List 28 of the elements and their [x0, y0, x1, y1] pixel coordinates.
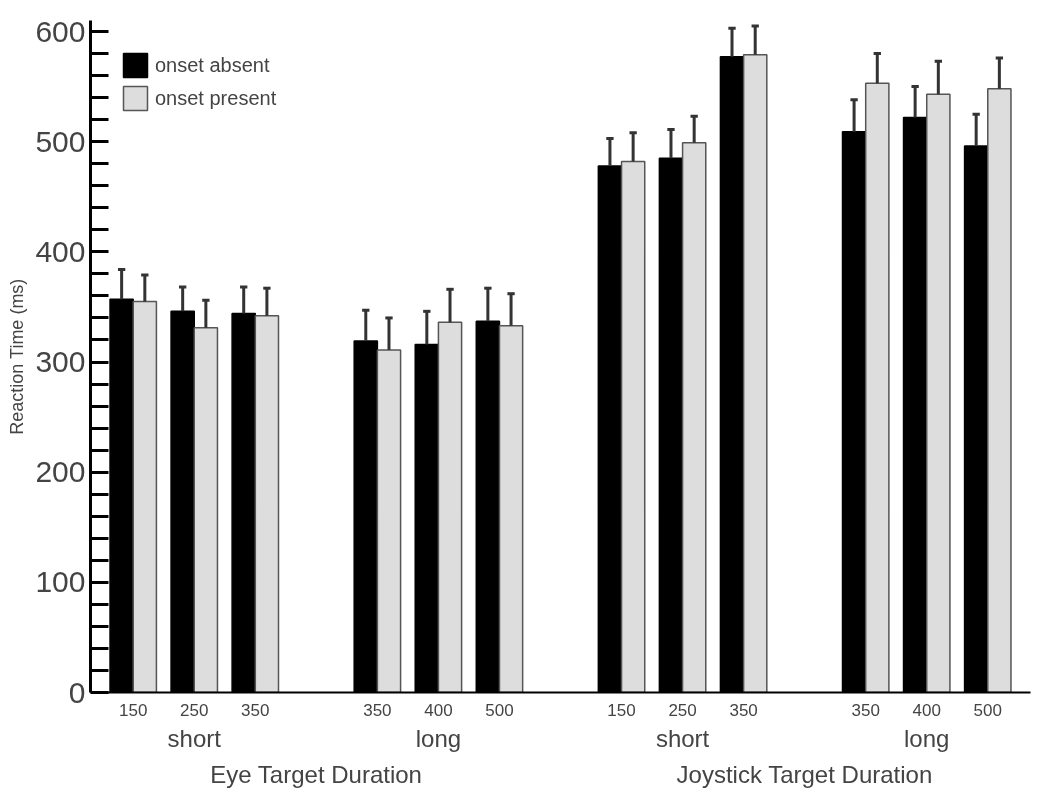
x-tick-label: 350 [729, 700, 758, 720]
x-tick-label: 150 [119, 700, 148, 720]
y-tick-label: 400 [35, 234, 86, 268]
text: long [904, 724, 950, 752]
x-tick-label: 350 [241, 700, 270, 720]
legend-label: onset present [155, 86, 277, 110]
x-tick-label: 250 [180, 700, 209, 720]
text: Joystick Target Duration [676, 760, 933, 788]
legend-label: onset absent [155, 53, 270, 77]
x-tick-label: 400 [424, 700, 453, 720]
y-tick-label: 200 [35, 455, 86, 489]
text: short [655, 724, 710, 752]
text: long [415, 724, 462, 752]
x-tick-label: 150 [607, 700, 636, 720]
text: short [167, 724, 222, 752]
y-axis-title: Reaction Time (ms) [7, 278, 28, 435]
x-tick-label: 350 [363, 700, 392, 720]
y-tick-label: 600 [35, 14, 86, 48]
x-tick-label: 500 [485, 700, 514, 720]
y-tick-label: 100 [35, 565, 86, 599]
y-tick-label: 500 [35, 124, 86, 158]
y-tick-label: 0 [68, 675, 86, 709]
y-tick-label: 300 [35, 345, 86, 379]
x-tick-label: 250 [668, 700, 697, 720]
text: Eye Target Duration [210, 760, 422, 788]
x-tick-label: 400 [912, 700, 941, 720]
x-tick-label: 350 [851, 700, 880, 720]
x-tick-label: 500 [973, 700, 1002, 720]
